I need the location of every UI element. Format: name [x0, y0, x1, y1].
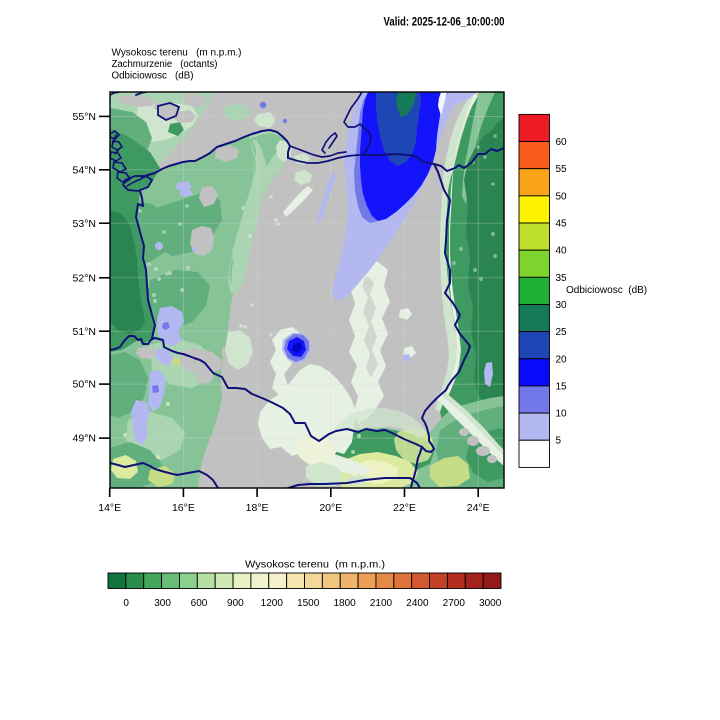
- svg-text:25: 25: [556, 327, 568, 338]
- svg-text:55: 55: [556, 164, 568, 175]
- svg-text:30: 30: [556, 300, 568, 311]
- svg-text:2700: 2700: [443, 598, 466, 609]
- svg-text:Zachmurzenie (octants): Zachmurzenie (octants): [112, 59, 218, 70]
- svg-text:2400: 2400: [406, 598, 429, 609]
- svg-text:1800: 1800: [333, 598, 356, 609]
- svg-text:Wysokosc terenu (m n.p.m.): Wysokosc terenu (m n.p.m.): [112, 48, 242, 59]
- svg-text:50°N: 50°N: [73, 379, 96, 391]
- svg-text:Wysokosc terenu (m n.p.m.): Wysokosc terenu (m n.p.m.): [245, 560, 385, 571]
- svg-text:49°N: 49°N: [73, 433, 96, 445]
- svg-text:300: 300: [154, 598, 171, 609]
- svg-text:Odbiciowosc (dB): Odbiciowosc (dB): [112, 71, 194, 82]
- svg-text:Valid: 2025-12-06_10:00:00: Valid: 2025-12-06_10:00:00: [384, 15, 505, 29]
- svg-text:20°E: 20°E: [319, 502, 342, 514]
- svg-text:18°E: 18°E: [246, 502, 269, 514]
- svg-text:24°E: 24°E: [467, 502, 490, 514]
- svg-text:50: 50: [556, 191, 568, 202]
- svg-text:20: 20: [556, 354, 568, 365]
- svg-text:1500: 1500: [297, 598, 320, 609]
- svg-text:2100: 2100: [370, 598, 393, 609]
- svg-text:40: 40: [556, 246, 568, 257]
- svg-text:10: 10: [556, 409, 568, 420]
- svg-text:53°N: 53°N: [73, 218, 96, 230]
- svg-text:16°E: 16°E: [172, 502, 195, 514]
- svg-text:15: 15: [556, 381, 568, 392]
- svg-text:3000: 3000: [479, 598, 502, 609]
- svg-text:Odbiciowosc (dB): Odbiciowosc (dB): [566, 285, 647, 296]
- svg-text:45: 45: [556, 219, 568, 230]
- svg-text:35: 35: [556, 273, 568, 284]
- svg-text:22°E: 22°E: [393, 502, 416, 514]
- svg-text:900: 900: [227, 598, 244, 609]
- svg-text:14°E: 14°E: [98, 502, 121, 514]
- svg-text:51°N: 51°N: [73, 326, 96, 338]
- svg-text:60: 60: [556, 137, 568, 148]
- svg-text:54°N: 54°N: [73, 164, 96, 176]
- svg-text:52°N: 52°N: [73, 272, 96, 284]
- svg-text:5: 5: [556, 436, 562, 447]
- svg-text:600: 600: [191, 598, 208, 609]
- svg-text:1200: 1200: [261, 598, 284, 609]
- svg-text:0: 0: [123, 598, 129, 609]
- svg-text:55°N: 55°N: [73, 111, 96, 123]
